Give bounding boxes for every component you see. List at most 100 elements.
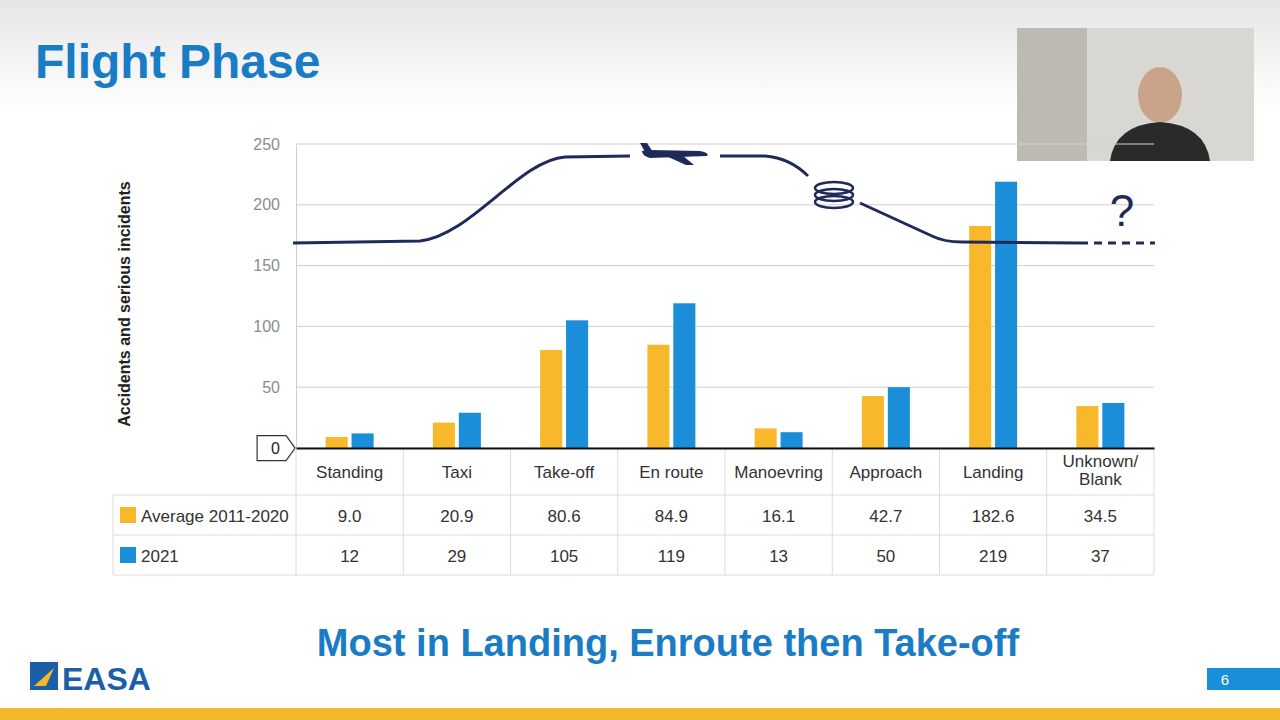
y-tick-label: 50 — [262, 379, 280, 396]
legend-swatch — [120, 547, 136, 563]
data-label: 119 — [658, 547, 685, 566]
bar — [673, 303, 695, 448]
y-tick-label: 250 — [253, 136, 280, 153]
data-label: 219 — [979, 547, 1007, 566]
x-axis-line — [297, 448, 1155, 450]
table-column-line — [725, 448, 726, 575]
profile-climb — [293, 156, 630, 243]
grid — [296, 144, 1154, 448]
holding-loop — [815, 196, 853, 208]
bottom-stripe — [0, 708, 1280, 720]
chart: Flight Phase 0 50 100 150 200 250 Accidents and… — [0, 0, 1280, 720]
webcam-person — [1138, 67, 1182, 123]
grid-line — [296, 387, 1154, 388]
y-tick: 200 — [253, 196, 296, 213]
table-row-line — [113, 535, 1154, 536]
table-row-line — [113, 495, 1154, 496]
y-tick: 0 — [257, 436, 296, 461]
table-column-line — [510, 448, 511, 575]
table-row-line — [113, 575, 1154, 576]
annotation: ? — [1110, 186, 1134, 235]
x-tick-label: Manoevring — [734, 463, 823, 482]
y-tick: 250 — [253, 136, 296, 153]
bar — [326, 437, 348, 448]
x-tick-label: Taxi — [442, 463, 472, 482]
y-axis: 0 50 100 150 200 250 — [253, 136, 296, 461]
airplane-tail — [640, 143, 653, 152]
grid-line — [296, 326, 1154, 327]
x-tick-label: Unknown/Blank — [1063, 452, 1139, 489]
data-label: 182.6 — [972, 507, 1015, 526]
bar — [1102, 403, 1124, 448]
subtitle: Most in Landing, Enroute then Take-off — [317, 622, 1020, 664]
x-tick-label: Landing — [963, 463, 1024, 482]
data-label: 105 — [550, 547, 578, 566]
logo-icon-mark — [34, 668, 54, 686]
y-axis-line — [296, 145, 297, 449]
airplane — [640, 143, 708, 165]
y-axis-title: Accidents and serious incidents — [116, 181, 133, 427]
bar — [459, 413, 481, 448]
bar — [1076, 406, 1098, 448]
background — [0, 0, 1280, 720]
bar — [433, 423, 455, 448]
title: Flight Phase — [35, 35, 320, 88]
grid-line — [296, 144, 1154, 145]
data-label: 37 — [1091, 547, 1110, 566]
x-tick-label: Standing — [316, 463, 383, 482]
table-column-line — [939, 448, 940, 575]
zero-box — [257, 436, 295, 461]
flight-profile — [293, 143, 1155, 243]
x-axis: StandingTaxiTake-offEn routeManoevringAp… — [297, 448, 1155, 489]
x-tick: En route — [639, 448, 703, 482]
airplane-wing — [666, 155, 694, 165]
data-label: 34.5 — [1084, 507, 1117, 526]
webcam-frame — [1017, 28, 1254, 161]
table-column-line — [403, 448, 404, 575]
legend-swatch — [120, 507, 136, 523]
x-tick: Unknown/Blank — [1063, 448, 1139, 489]
bar — [969, 226, 991, 448]
grid-line — [296, 448, 1154, 449]
bar — [352, 433, 374, 448]
webcam — [1017, 28, 1254, 161]
profile-cruise — [720, 156, 808, 176]
legend-label: 2021 — [141, 547, 179, 566]
table-column-line — [832, 448, 833, 575]
y-tick: 100 — [253, 318, 296, 335]
bar — [781, 432, 803, 448]
webcam-person-body — [1110, 122, 1210, 161]
x-tick: Standing — [316, 448, 383, 482]
bars — [326, 182, 1125, 448]
bar — [995, 182, 1017, 448]
y-tick-label: 150 — [253, 257, 280, 274]
y-tick: 50 — [262, 379, 296, 396]
data-label: 16.1 — [762, 507, 795, 526]
logo-text: EASA — [62, 661, 151, 697]
table-column-line — [296, 448, 297, 575]
bar — [566, 320, 588, 448]
x-tick: Approach — [849, 448, 922, 482]
profile-unknown — [1080, 242, 1155, 245]
data-label: 42.7 — [869, 507, 902, 526]
x-tick-label: Approach — [849, 463, 922, 482]
bar — [647, 345, 669, 448]
y-tick-label: 0 — [271, 440, 280, 457]
y-tick: 150 — [253, 257, 296, 274]
data-table: Average 2011-20209.020.980.684.916.142.7… — [113, 448, 1154, 575]
webcam-wall — [1017, 28, 1087, 161]
page-number: 6 — [1221, 671, 1229, 688]
table-column-line — [617, 448, 618, 575]
profile-descent — [860, 203, 1080, 243]
data-label: 84.9 — [655, 507, 688, 526]
x-tick-label: En route — [639, 463, 703, 482]
y-tick-label: 100 — [253, 318, 280, 335]
y-tick-label: 200 — [253, 196, 280, 213]
page-badge — [1207, 668, 1280, 690]
bar — [888, 387, 910, 448]
x-tick: Manoevring — [734, 448, 823, 482]
bar — [862, 396, 884, 448]
x-tick: Taxi — [442, 448, 472, 482]
data-label: 20.9 — [440, 507, 473, 526]
table-column-line — [1154, 448, 1155, 575]
